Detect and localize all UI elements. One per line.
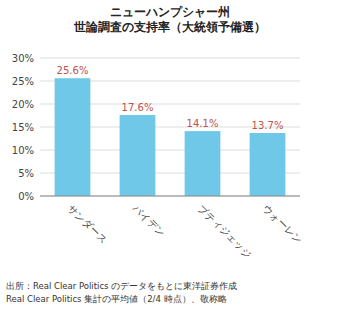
y-tick-label: 25% xyxy=(12,76,34,87)
y-tick-label: 10% xyxy=(12,145,34,156)
y-tick-label: 30% xyxy=(12,53,34,64)
footnote: 出所：Real Clear Politics のデータをもとに東洋証券作成 xyxy=(6,281,237,291)
title-line: ニューハンプシャー州 xyxy=(110,5,230,19)
grid-line xyxy=(40,196,300,197)
title-line: 世論調査の支持率（大統領予備選） xyxy=(73,20,266,34)
chart: ニューハンプシャー州世論調査の支持率（大統領予備選） 0% 5% 10% 15% 20% 2… xyxy=(0,0,340,310)
y-tick-label: 20% xyxy=(12,99,34,110)
footnote: Real Clear Politics 集計の平均値（2/4 時点）、敬称略 xyxy=(6,294,227,304)
x-tick-label: バイデン xyxy=(130,202,167,239)
data-label: 17.6% xyxy=(122,102,154,113)
grid xyxy=(40,58,300,196)
grid-line xyxy=(40,58,300,59)
x-tick-label: ブティジェッジ xyxy=(196,203,253,260)
y-tick-label: 0% xyxy=(18,191,34,202)
bars xyxy=(55,78,286,196)
bar xyxy=(250,133,286,196)
bar xyxy=(185,131,221,196)
chart-container: ニューハンプシャー州世論調査の支持率（大統領予備選） 0% 5% 10% 15% 20% 2… xyxy=(0,0,340,310)
bar xyxy=(55,78,91,196)
y-tick-label: 15% xyxy=(12,122,34,133)
bar xyxy=(120,115,156,196)
data-label: 25.6% xyxy=(57,65,89,76)
data-label: 13.7% xyxy=(252,120,284,131)
data-label: 14.1% xyxy=(187,118,219,129)
x-tick-label: ウォーレン xyxy=(261,203,304,246)
x-tick-label: サンダース xyxy=(66,203,109,246)
x-axis-line xyxy=(40,196,300,197)
y-tick-label: 5% xyxy=(18,168,34,179)
title: ニューハンプシャー州世論調査の支持率（大統領予備選） xyxy=(73,5,266,34)
